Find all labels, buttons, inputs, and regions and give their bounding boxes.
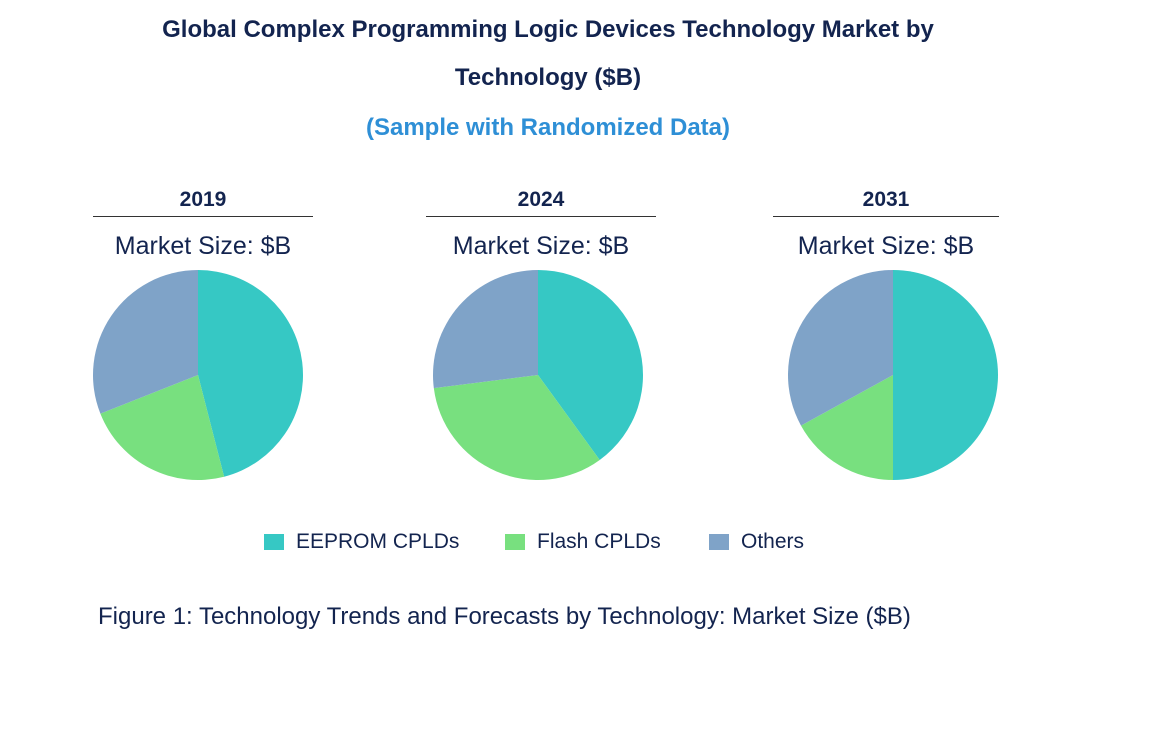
pie-chart-2031 [788,270,998,480]
pie-slice-2031-others [788,270,893,426]
chart-title-line1: Global Complex Programming Logic Devices… [162,16,934,43]
pie-label-2019: Market Size: $B [114,232,292,260]
legend-label-eeprom: EEPROM CPLDs [296,530,460,553]
legend-swatch-flash [505,534,525,550]
pie-slice-2019-flash-cplds [100,375,225,480]
pie-slice-2024-others [433,270,538,389]
pie-slice-2019-eeprom-cplds [198,270,304,477]
pie-chart-2019 [92,270,304,480]
legend-item-others: Others [709,530,804,554]
figure-caption: Figure 1: Technology Trends and Forecast… [98,603,911,630]
pie-chart-2024 [433,270,643,480]
pie-label-2024: Market Size: $B [452,232,630,260]
pie-slice-2031-flash-cplds [800,375,893,480]
legend-label-flash: Flash CPLDs [537,530,661,553]
legend-swatch-eeprom [264,534,284,550]
chart-subtitle: (Sample with Randomized Data) [365,114,731,141]
legend-item-eeprom: EEPROM CPLDs [264,530,459,554]
chart-title-line2: Technology ($B) [454,64,642,91]
pie-label-2031: Market Size: $B [797,232,975,260]
pie-slice-2031-eeprom-cplds [893,270,998,480]
pie-year-2031: 2031 [773,188,999,217]
legend-label-others: Others [741,530,805,553]
legend-swatch-others [709,534,729,550]
pie-year-2019: 2019 [93,188,313,217]
pie-slice-2024-eeprom-cplds [538,270,643,460]
pie-slice-2019-others [92,270,198,414]
pie-year-2024: 2024 [426,188,656,217]
pie-slice-2024-flash-cplds [433,375,600,480]
legend-item-flash: Flash CPLDs [505,530,661,554]
